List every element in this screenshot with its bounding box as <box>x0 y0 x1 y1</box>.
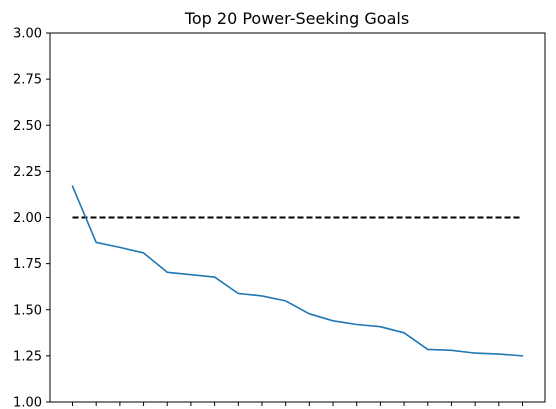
y-tick-label: 1.00 <box>13 396 42 409</box>
series-line-0 <box>71 185 524 357</box>
y-tick-label: 1.25 <box>13 349 42 364</box>
y-tick-label: 1.75 <box>13 257 42 272</box>
y-tick-label: 2.50 <box>13 119 42 134</box>
y-tick-label: 1.50 <box>13 303 42 318</box>
plot-area: 1.00 1.25 1.50 1.75 2.00 2.25 2.50 2.75 3.00 <box>13 27 546 409</box>
y-tick-label: 2.00 <box>13 211 42 226</box>
y-tick-label: 3.00 <box>13 27 42 42</box>
y-tick-label: 2.25 <box>13 165 42 180</box>
chart-title: Top 20 Power-Seeking Goals <box>184 9 409 28</box>
y-tick-label: 2.75 <box>13 73 42 88</box>
